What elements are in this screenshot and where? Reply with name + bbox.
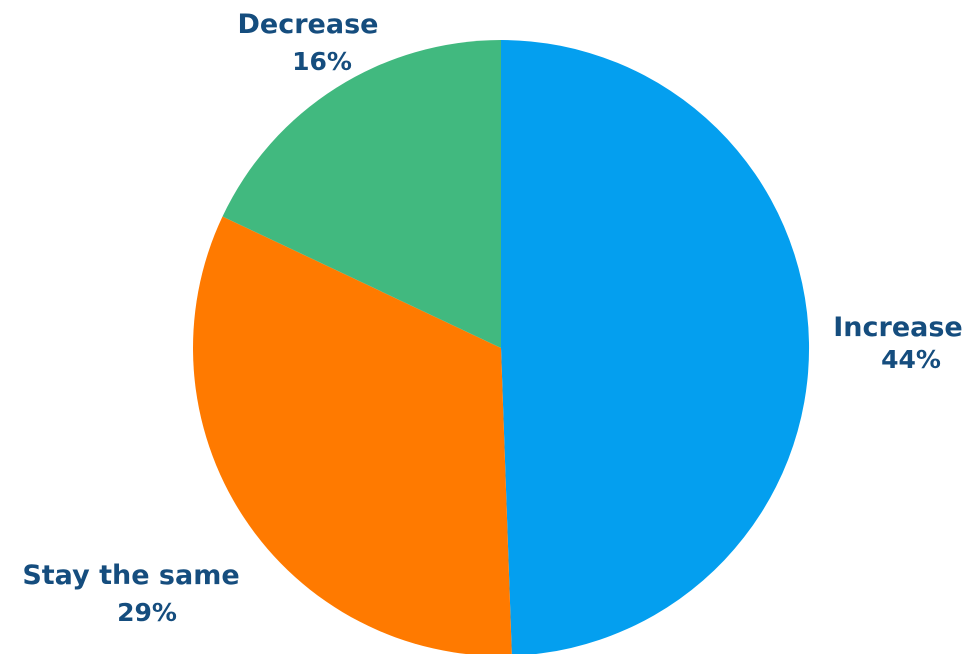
- pie-slices: [193, 40, 810, 654]
- slice-value-unit-stay-the-same: %: [152, 598, 177, 627]
- slice-value-number-stay-the-same: 29: [117, 598, 152, 627]
- slice-value-unit-increase: %: [916, 345, 941, 374]
- slice-value-decrease: 16%: [292, 47, 352, 76]
- slice-value-stay-the-same: 29%: [117, 598, 177, 627]
- slice-value-unit-decrease: %: [327, 47, 352, 76]
- pie-slice-stay-the-same: [193, 216, 512, 654]
- pie-slice-increase: [501, 40, 810, 654]
- pie-labels: Increase 44% Stay the same 29% Decrease …: [22, 9, 962, 627]
- slice-label-increase: Increase: [833, 312, 963, 343]
- slice-value-number-increase: 44: [881, 345, 916, 374]
- slice-label-stay-the-same: Stay the same: [22, 560, 239, 591]
- slice-label-decrease: Decrease: [238, 9, 379, 40]
- slice-value-increase: 44%: [881, 345, 941, 374]
- slice-value-number-decrease: 16: [292, 47, 327, 76]
- pie-slice-decrease: [222, 40, 501, 348]
